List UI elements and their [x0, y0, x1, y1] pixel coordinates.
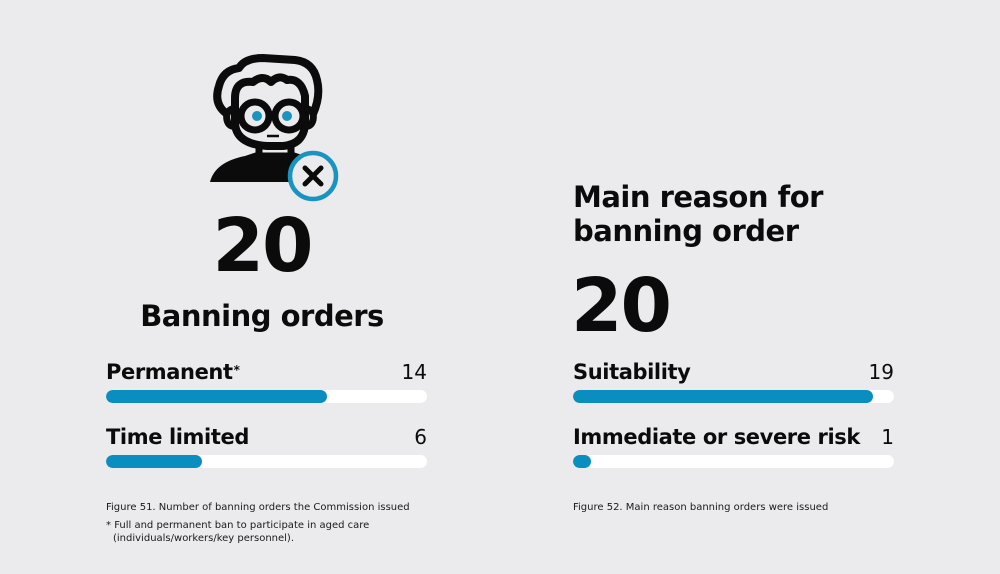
bar-track — [106, 390, 427, 403]
footnote-marker: * — [233, 363, 240, 377]
bar-fill — [573, 390, 874, 403]
row-immediate-risk: Immediate or severe risk 1 — [573, 423, 894, 468]
bar-fill — [106, 455, 203, 468]
figure-51-caption: Figure 51. Number of banning orders the … — [106, 502, 410, 513]
banning-orders-title: Banning orders — [140, 299, 384, 333]
banning-orders-total: 20 — [212, 203, 314, 289]
row-label: Suitability — [573, 360, 691, 384]
main-reason-total: 20 — [571, 263, 672, 349]
row-suitability: Suitability 19 — [573, 358, 894, 403]
main-reason-title: Main reason for banning order — [573, 180, 823, 248]
footnote: * Full and permanent ban to participate … — [106, 520, 370, 544]
row-label: Time limited — [106, 425, 249, 449]
row-label: Immediate or severe risk — [573, 425, 860, 449]
bar-track — [106, 455, 427, 468]
bar-fill — [573, 455, 591, 468]
figure-52-caption: Figure 52. Main reason banning orders we… — [573, 502, 829, 513]
bar-track — [573, 455, 894, 468]
row-value: 14 — [401, 360, 427, 384]
row-value: 1 — [881, 425, 894, 449]
row-value: 6 — [414, 425, 427, 449]
row-value: 19 — [868, 360, 894, 384]
row-permanent: Permanent* 14 — [106, 358, 427, 403]
banned-person-icon — [205, 52, 345, 204]
bar-fill — [106, 390, 328, 403]
row-label: Permanent* — [106, 360, 240, 384]
row-time-limited: Time limited 6 — [106, 423, 427, 468]
bar-track — [573, 390, 894, 403]
